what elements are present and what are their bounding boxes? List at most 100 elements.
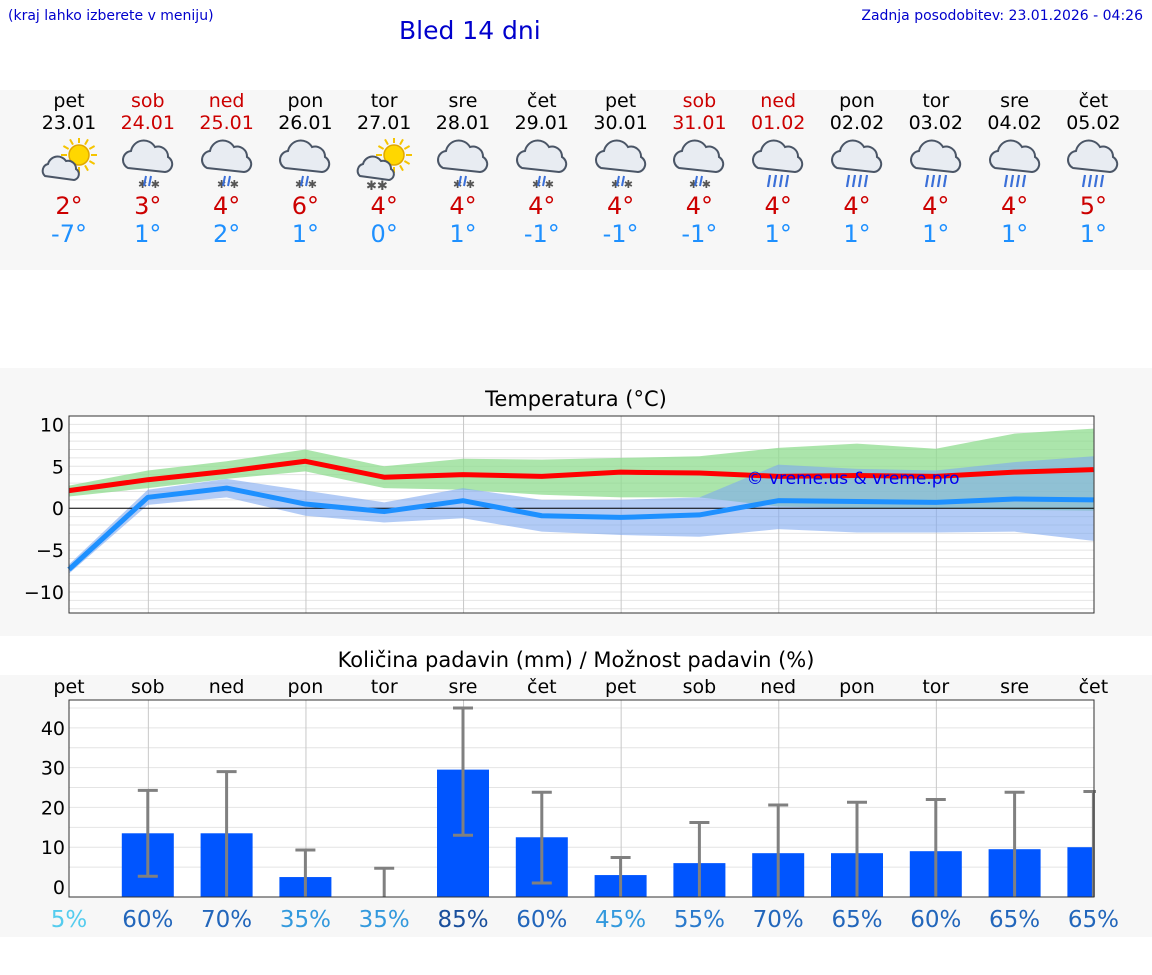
rain-drop xyxy=(857,174,863,188)
day-date: 04.02 xyxy=(987,112,1042,134)
day-name: sre xyxy=(1000,90,1030,112)
sun-ray xyxy=(84,138,89,146)
temperature-chart-title: Temperatura (°C) xyxy=(485,387,667,411)
x-tick-label: tor xyxy=(371,676,398,698)
day-name: ned xyxy=(208,90,245,112)
cloud-shape xyxy=(41,155,80,182)
cloud-rain-icon xyxy=(909,139,961,188)
sun-ray xyxy=(88,160,96,165)
day-column: tor 03.02 4° 1° xyxy=(897,90,975,248)
cloud-snow-icon: ✱ ✱ xyxy=(200,139,252,191)
rain-drop xyxy=(694,175,699,187)
rain-drop xyxy=(221,175,226,187)
day-column: sre 28.01 ✱ ✱ 4° 1° xyxy=(424,90,502,248)
precip-probability: 70% xyxy=(753,907,804,933)
cloud-rain-icon xyxy=(988,139,1040,188)
temp-min: 1° xyxy=(291,220,320,248)
icon-group: ✱ ✱ xyxy=(121,139,173,191)
rain-drop xyxy=(863,174,869,188)
day-name: pet xyxy=(53,90,85,112)
rain-drop xyxy=(1015,174,1020,188)
day-name: pon xyxy=(839,90,875,112)
day-column: tor 27.01 ✱✱ 4° 0° xyxy=(345,90,423,248)
temp-max: 4° xyxy=(922,192,950,220)
day-column: ned 01.02 4° 1° xyxy=(739,90,817,248)
icon-group: ✱ ✱ xyxy=(437,139,489,191)
cloud-rain-icon xyxy=(752,139,804,188)
sun-ray xyxy=(384,138,390,146)
cloud-shape xyxy=(200,139,252,174)
day-date: 23.01 xyxy=(41,112,97,134)
rain-drop xyxy=(458,175,462,187)
y-tick-label: 0 xyxy=(53,877,65,899)
icon-group xyxy=(41,138,97,182)
day-date: 01.02 xyxy=(750,112,806,134)
watermark: © vreme.us & vreme.pro xyxy=(746,469,959,489)
sun-ray xyxy=(399,138,405,146)
rain-drop xyxy=(773,174,778,188)
day-name: sob xyxy=(682,90,717,112)
day-column: čet 29.01 ✱ ✱ 4° -1° xyxy=(503,90,581,248)
cloud-rain-icon xyxy=(1067,139,1119,188)
day-column: pet 23.01 2° -7° xyxy=(30,90,108,248)
sun-disc xyxy=(383,144,405,166)
day-column: pon 02.02 4° 1° xyxy=(818,90,896,248)
temp-max: 4° xyxy=(449,192,477,220)
day-column: sob 31.01 ✱ ✱ 4° -1° xyxy=(660,90,738,248)
temp-max: 4° xyxy=(370,192,398,220)
day-date: 03.02 xyxy=(908,112,963,134)
icon-group xyxy=(1067,139,1119,188)
x-tick-label: sre xyxy=(449,676,478,698)
icon-group: ✱ ✱ xyxy=(673,139,725,191)
temp-min: -7° xyxy=(51,220,87,248)
y-tick-label: −5 xyxy=(36,540,64,562)
cloud-shape xyxy=(356,155,395,182)
day-date: 02.02 xyxy=(829,112,885,134)
day-date: 30.01 xyxy=(593,112,648,134)
rain-drop xyxy=(226,175,231,187)
day-date: 25.01 xyxy=(199,112,254,134)
temp-max: 4° xyxy=(1000,192,1029,220)
day-date: 05.02 xyxy=(1066,112,1121,134)
icon-group: ✱ ✱ xyxy=(515,139,567,191)
rain-drop xyxy=(845,174,851,188)
temp-min: -1° xyxy=(681,220,718,248)
rain-drop xyxy=(851,174,857,188)
sun-cloud-snow-icon: ✱✱ xyxy=(356,138,413,192)
rain-drop xyxy=(699,175,704,187)
day-name: tor xyxy=(922,90,950,112)
day-date: 28.01 xyxy=(435,112,491,134)
day-column: sre 04.02 4° 1° xyxy=(976,90,1054,248)
cloud-shape xyxy=(437,139,489,174)
snow-flakes: ✱✱ xyxy=(366,179,388,192)
sun-cloud-icon xyxy=(41,138,97,182)
temp-min: 2° xyxy=(212,220,241,248)
sun-ray xyxy=(404,160,411,165)
location-hint: (kraj lahko izberete v meniju) xyxy=(8,8,214,24)
page-title: Bled 14 dni xyxy=(399,16,541,45)
rain-drop xyxy=(620,175,625,187)
temp-max: 4° xyxy=(212,192,241,220)
day-column: sob 24.01 ✱ ✱ 3° 1° xyxy=(109,90,187,248)
temp-max: 4° xyxy=(843,192,871,220)
temp-max: 4° xyxy=(685,192,714,220)
day-date: 26.01 xyxy=(278,112,333,134)
precip-bar xyxy=(1067,847,1094,897)
temp-min: -1° xyxy=(602,220,639,248)
x-tick-label: ned xyxy=(209,676,245,698)
precipitation-chart: 0 10 20 30 40 pet sob ned pon tor sre čet pet sob ned p… xyxy=(41,676,1119,933)
rain-drop xyxy=(463,175,467,187)
sun-ray xyxy=(399,164,405,172)
x-tick-label: ned xyxy=(760,676,796,698)
y-tick-label: −10 xyxy=(24,582,64,604)
x-tick-label: pet xyxy=(605,676,636,698)
precip-probability: 60% xyxy=(122,907,173,933)
x-tick-label: sob xyxy=(131,676,165,698)
rain-drop xyxy=(936,174,941,188)
day-column: pon 26.01 ✱ ✱ 6° 1° xyxy=(266,90,344,248)
last-updated: Zadnja posodobitev: 23.01.2026 - 04:26 xyxy=(861,8,1143,24)
sun-ray xyxy=(404,145,411,150)
precip-probability: 65% xyxy=(1068,907,1119,933)
cloud-snow-icon: ✱ ✱ xyxy=(437,139,489,191)
cloud-shape xyxy=(988,139,1040,174)
